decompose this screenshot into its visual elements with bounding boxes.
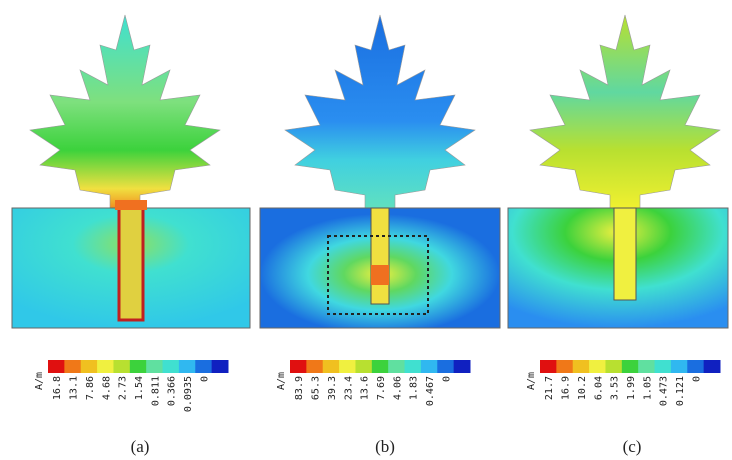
colorbar-cell — [670, 360, 688, 373]
scale-label: 1.83 — [409, 376, 420, 400]
plot-a — [11, 14, 251, 329]
colorbar-cell — [80, 360, 98, 373]
scale-label: 0 — [199, 376, 210, 382]
colorbar-cell — [64, 360, 82, 373]
colorbar-cell — [605, 360, 623, 373]
plot-c — [507, 14, 729, 329]
scale-label: 65.3 — [311, 376, 322, 400]
scale-label: 10.2 — [577, 376, 588, 400]
colorbar-cell — [572, 360, 590, 373]
scale-label: 4.68 — [101, 376, 112, 400]
scale-label: 0 — [691, 376, 702, 382]
colorbar-cell — [404, 360, 422, 373]
colorbar-cell — [48, 360, 65, 373]
scale-label: 0.366 — [167, 376, 178, 406]
colorbar-cell — [453, 360, 471, 373]
unit-label: A/m — [526, 372, 537, 390]
caption: (a) — [131, 437, 150, 456]
colorbar-cell — [306, 360, 324, 373]
scale-label: 83.9 — [294, 376, 305, 400]
scale-label: 39.3 — [327, 376, 338, 400]
scale-label: 16.9 — [561, 376, 572, 400]
scale-label: 1.54 — [134, 376, 145, 400]
colorbar-cell — [589, 360, 606, 373]
scale-label: 7.69 — [376, 376, 387, 400]
scale-label: 16.8 — [52, 376, 63, 400]
colorbar-cell — [195, 360, 213, 373]
scale-label: 3.53 — [610, 376, 621, 400]
unit-label: A/m — [276, 372, 287, 390]
caption: (c) — [623, 437, 642, 456]
caption: (b) — [375, 437, 395, 456]
scale-label: 6.04 — [593, 376, 604, 400]
colorbar-cell — [437, 360, 455, 373]
colorbar-cell — [638, 360, 656, 373]
colorbar-cell — [540, 360, 557, 373]
colorbar-cell — [113, 360, 131, 373]
scale-label: 23.4 — [343, 376, 354, 400]
colorbar-cell — [146, 360, 164, 373]
colorbar-cell — [322, 360, 340, 373]
scale-label: 2.73 — [118, 376, 129, 400]
colorbar-cell — [703, 360, 721, 373]
scale-label: 0.467 — [425, 376, 436, 406]
colorbar-cell — [97, 360, 114, 373]
plot-b — [259, 14, 501, 329]
scale-label: 0.0935 — [183, 376, 194, 412]
colorbars: A/m 16.8 13.1 7.86 4.68 2.73 1.54 0.811 0.366 0.0… — [34, 360, 721, 412]
scale-label: 13.6 — [360, 376, 371, 400]
colorbar-cell — [290, 360, 307, 373]
colorbar-cell — [129, 360, 147, 373]
unit-label: A/m — [34, 372, 45, 390]
colorbar-cell — [339, 360, 356, 373]
colorbar-cell — [654, 360, 672, 373]
scale-label: 0.121 — [675, 376, 686, 406]
colorbar-cell — [355, 360, 373, 373]
scale-label: 4.06 — [392, 376, 403, 400]
scale-label: 13.1 — [69, 376, 80, 400]
colorbar-cell — [687, 360, 705, 373]
scale-label: 1.99 — [626, 376, 637, 400]
colorbar-cell — [178, 360, 196, 373]
scale-label: 21.7 — [544, 376, 555, 400]
colorbar-cell — [420, 360, 438, 373]
scale-label: 0.811 — [150, 376, 161, 406]
scale-label: 7.86 — [85, 376, 96, 400]
colorbar-cell — [621, 360, 639, 373]
colorbar-cell — [556, 360, 574, 373]
scale-label: 0.473 — [659, 376, 670, 406]
colorbar-cell — [162, 360, 180, 373]
scale-label: 0 — [441, 376, 452, 382]
colorbar-cell — [211, 360, 229, 373]
scale-label: 1.05 — [642, 376, 653, 400]
colorbar-cell — [371, 360, 389, 373]
colorbar-cell — [388, 360, 406, 373]
